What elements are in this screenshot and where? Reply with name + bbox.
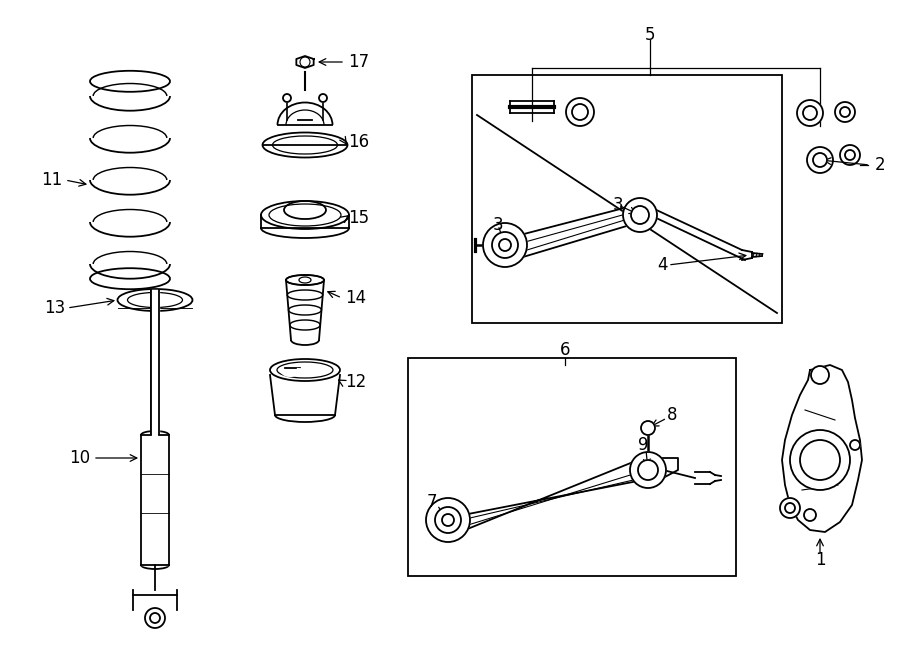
Polygon shape [460, 458, 678, 532]
Polygon shape [296, 56, 314, 68]
Circle shape [835, 102, 855, 122]
Text: 4: 4 [657, 256, 667, 274]
Circle shape [638, 460, 658, 480]
Bar [151, 290, 159, 435]
Text: 14: 14 [345, 289, 366, 307]
Text: 17: 17 [348, 53, 369, 71]
Text: 13: 13 [44, 299, 65, 317]
Text: 3: 3 [613, 196, 624, 214]
Text: 6: 6 [560, 341, 571, 359]
Circle shape [492, 232, 518, 258]
Circle shape [283, 94, 291, 102]
Circle shape [803, 106, 817, 120]
Circle shape [319, 94, 327, 102]
Circle shape [566, 98, 594, 126]
Circle shape [631, 206, 649, 224]
Circle shape [804, 509, 816, 521]
Circle shape [150, 613, 160, 623]
Circle shape [572, 104, 588, 120]
Text: 11: 11 [40, 171, 62, 189]
Text: 10: 10 [69, 449, 90, 467]
Text: 8: 8 [667, 406, 677, 424]
Bar [141, 435, 169, 565]
Circle shape [800, 440, 840, 480]
Text: 1: 1 [814, 551, 825, 569]
Bar [472, 75, 782, 323]
Circle shape [442, 514, 454, 526]
Text: 7: 7 [427, 493, 437, 511]
Circle shape [797, 100, 823, 126]
Circle shape [435, 507, 461, 533]
Circle shape [780, 498, 800, 518]
Text: 3: 3 [492, 216, 503, 234]
Circle shape [483, 223, 527, 267]
Circle shape [641, 421, 655, 435]
Circle shape [630, 452, 666, 488]
Circle shape [807, 147, 833, 173]
Text: 9: 9 [638, 436, 648, 454]
Circle shape [813, 153, 827, 167]
Circle shape [426, 498, 470, 542]
Circle shape [850, 440, 860, 450]
Circle shape [811, 366, 829, 384]
Polygon shape [782, 365, 862, 532]
Circle shape [790, 430, 850, 490]
Circle shape [623, 198, 657, 232]
Circle shape [145, 608, 165, 628]
Bar [408, 358, 736, 576]
Text: 15: 15 [348, 209, 369, 227]
Text: 2: 2 [875, 156, 886, 174]
Circle shape [840, 145, 860, 165]
Circle shape [845, 150, 855, 160]
Circle shape [785, 503, 795, 513]
Circle shape [840, 107, 850, 117]
Circle shape [499, 239, 511, 251]
Text: 16: 16 [348, 133, 369, 151]
Text: 12: 12 [345, 373, 366, 391]
Text: 5: 5 [644, 26, 655, 44]
